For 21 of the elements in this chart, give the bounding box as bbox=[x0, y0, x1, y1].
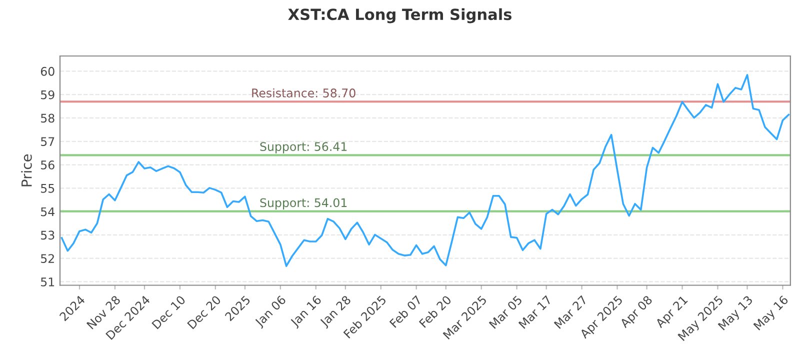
y-tick-label: 58 bbox=[41, 114, 54, 123]
y-tick-label: 55 bbox=[41, 184, 54, 193]
line-series bbox=[60, 74, 790, 267]
chart-title: XST:CA Long Term Signals bbox=[288, 8, 512, 24]
x-tick-label: Dec 20 bbox=[186, 294, 222, 330]
y-tick-label: 54 bbox=[41, 207, 54, 216]
y-tick-label: 56 bbox=[41, 160, 54, 170]
ref-line-label: Support: 56.41 bbox=[260, 142, 347, 154]
x-tick-label: Jan 06 bbox=[254, 294, 288, 329]
y-tick-label: 60 bbox=[40, 66, 54, 76]
ref-line-label: Support: 54.01 bbox=[260, 198, 347, 210]
y-tick-label: 57 bbox=[41, 137, 54, 146]
x-tick-label: Feb 20 bbox=[418, 294, 452, 328]
x-tick-label: Mar 27 bbox=[554, 295, 588, 329]
y-tick-label: 53 bbox=[41, 230, 54, 240]
y-tick-label: 51 bbox=[41, 278, 54, 286]
y-tick-label: 52 bbox=[41, 254, 54, 263]
x-tick-label: Dec 10 bbox=[151, 294, 186, 330]
ref-line-label: Resistance: 58.70 bbox=[252, 88, 356, 98]
y-axis-title: Price bbox=[21, 154, 32, 186]
y-tick-label: 59 bbox=[41, 90, 54, 100]
